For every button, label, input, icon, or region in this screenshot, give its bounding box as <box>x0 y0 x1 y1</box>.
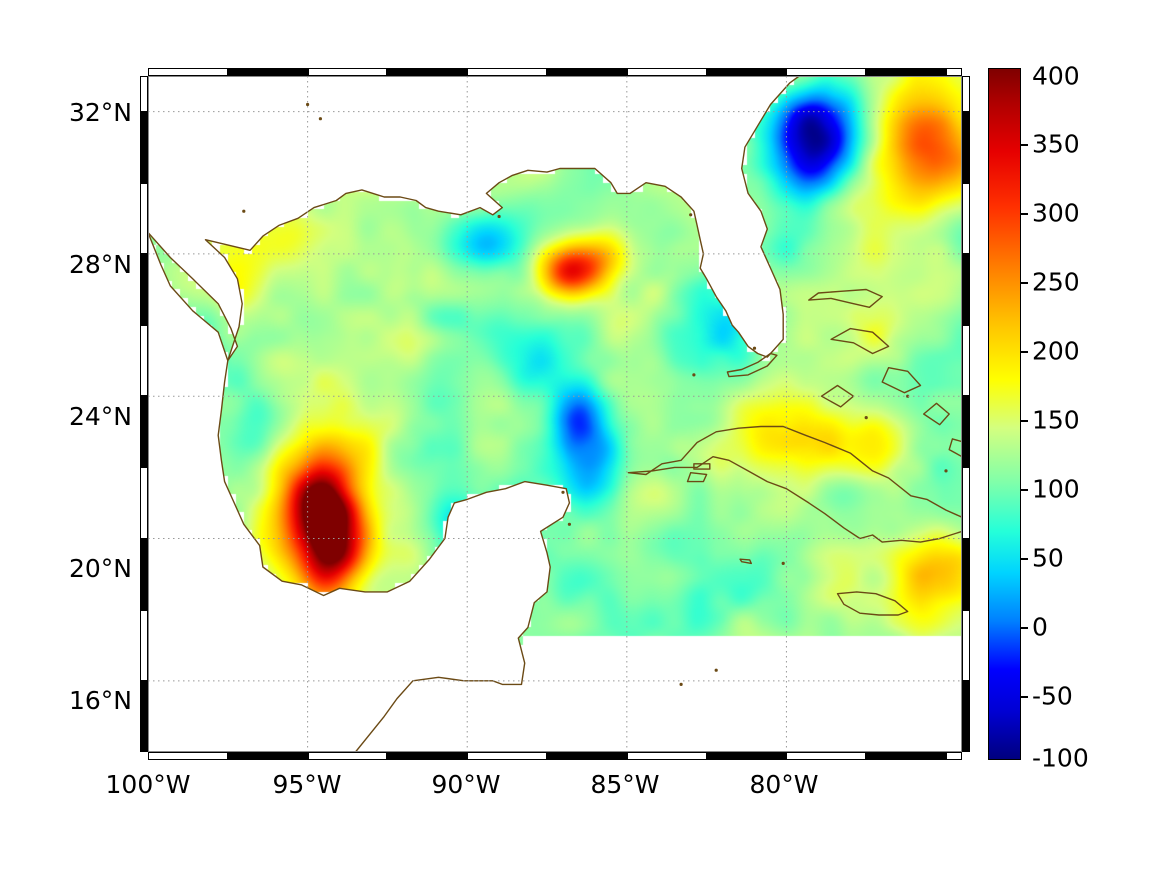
lat-tick-label: 32°N <box>68 98 132 127</box>
frame-right-segment <box>962 467 970 539</box>
lon-tick-label: 85°W <box>590 770 660 799</box>
colorbar-tick-mark <box>1021 144 1028 146</box>
frame-top-segment <box>946 68 962 76</box>
colorbar-tick-label: 350 <box>1032 129 1080 159</box>
colorbar-tick-label: -50 <box>1032 681 1073 711</box>
frame-bottom-segment <box>946 752 962 760</box>
frame-right-segment <box>962 111 970 183</box>
colorbar-tick-mark <box>1021 213 1028 215</box>
colorbar-tick-label: 0 <box>1032 612 1048 642</box>
frame-right-segment <box>962 680 970 752</box>
colorbar-tick-mark <box>1021 420 1028 422</box>
colorbar-tick-label: 100 <box>1032 474 1080 504</box>
colorbar-tick-mark <box>1021 558 1028 560</box>
colorbar-tick-mark <box>1021 489 1028 491</box>
frame-left-segment <box>140 396 148 468</box>
colorbar-tick-label: 300 <box>1032 198 1080 228</box>
colorbar-gradient-bar <box>988 68 1021 760</box>
colorbar-tick-mark <box>1021 627 1028 629</box>
frame-bottom-segment <box>467 752 547 760</box>
frame-top-segment <box>626 68 707 76</box>
colorbar-tick-label: 50 <box>1032 543 1064 573</box>
frame-bottom-segment <box>387 752 468 760</box>
lon-tick-label: 100°W <box>105 770 191 799</box>
frame-top-segment <box>467 68 547 76</box>
frame-left-segment <box>140 182 148 254</box>
lat-tick-label: 24°N <box>68 402 132 431</box>
colorbar-tick-mark <box>1021 696 1028 698</box>
colorbar-tick-label: 250 <box>1032 267 1080 297</box>
frame-top-segment <box>227 68 308 76</box>
frame-left-segment <box>140 111 148 183</box>
frame-top-segment <box>786 68 867 76</box>
colorbar-tick-mark <box>1021 351 1028 353</box>
colorbar-tick-label: 150 <box>1032 405 1080 435</box>
lon-tick-label: 80°W <box>749 770 819 799</box>
frame-bottom-segment <box>307 752 388 760</box>
frame-top-segment <box>706 68 787 76</box>
colorbar-tick-mark <box>1021 282 1028 284</box>
frame-left-segment <box>140 325 148 397</box>
colorbar-tick-label: 200 <box>1032 336 1080 366</box>
frame-right-segment <box>962 182 970 254</box>
colorbar-tick-label: -100 <box>1032 743 1089 773</box>
lon-tick-label: 95°W <box>272 770 342 799</box>
frame-top-segment <box>307 68 388 76</box>
frame-bottom-segment <box>547 752 627 760</box>
frame-bottom-segment <box>148 752 228 760</box>
lat-tick-label: 20°N <box>68 554 132 583</box>
frame-left-segment <box>140 538 148 610</box>
colorbar-tick-label: 400 <box>1032 61 1080 91</box>
frame-top-segment <box>387 68 468 76</box>
frame-right-segment <box>962 253 970 326</box>
frame-right-segment <box>962 325 970 397</box>
graticule-gridlines <box>148 76 962 752</box>
frame-left-segment <box>140 253 148 326</box>
lat-tick-label: 28°N <box>68 250 132 279</box>
frame-top-segment <box>547 68 627 76</box>
frame-left-segment <box>140 467 148 539</box>
frame-top-segment <box>148 68 228 76</box>
frame-left-segment <box>140 76 148 112</box>
map-plot-area <box>148 76 962 752</box>
lat-tick-label: 16°N <box>68 686 132 715</box>
frame-left-segment <box>140 680 148 752</box>
lon-tick-label: 90°W <box>431 770 501 799</box>
frame-bottom-segment <box>626 752 707 760</box>
frame-right-segment <box>962 396 970 468</box>
frame-top-segment <box>866 68 947 76</box>
frame-bottom-segment <box>706 752 787 760</box>
frame-right-segment <box>962 538 970 610</box>
frame-right-segment <box>962 609 970 681</box>
map-axes <box>140 68 970 760</box>
frame-bottom-segment <box>227 752 308 760</box>
frame-bottom-segment <box>786 752 867 760</box>
frame-bottom-segment <box>866 752 947 760</box>
frame-left-segment <box>140 609 148 681</box>
frame-right-segment <box>962 76 970 112</box>
coastline-overlay <box>148 76 962 752</box>
colorbar: 400 350 300 250 200 150 100 50 0 -50 -100 <box>988 64 1089 771</box>
